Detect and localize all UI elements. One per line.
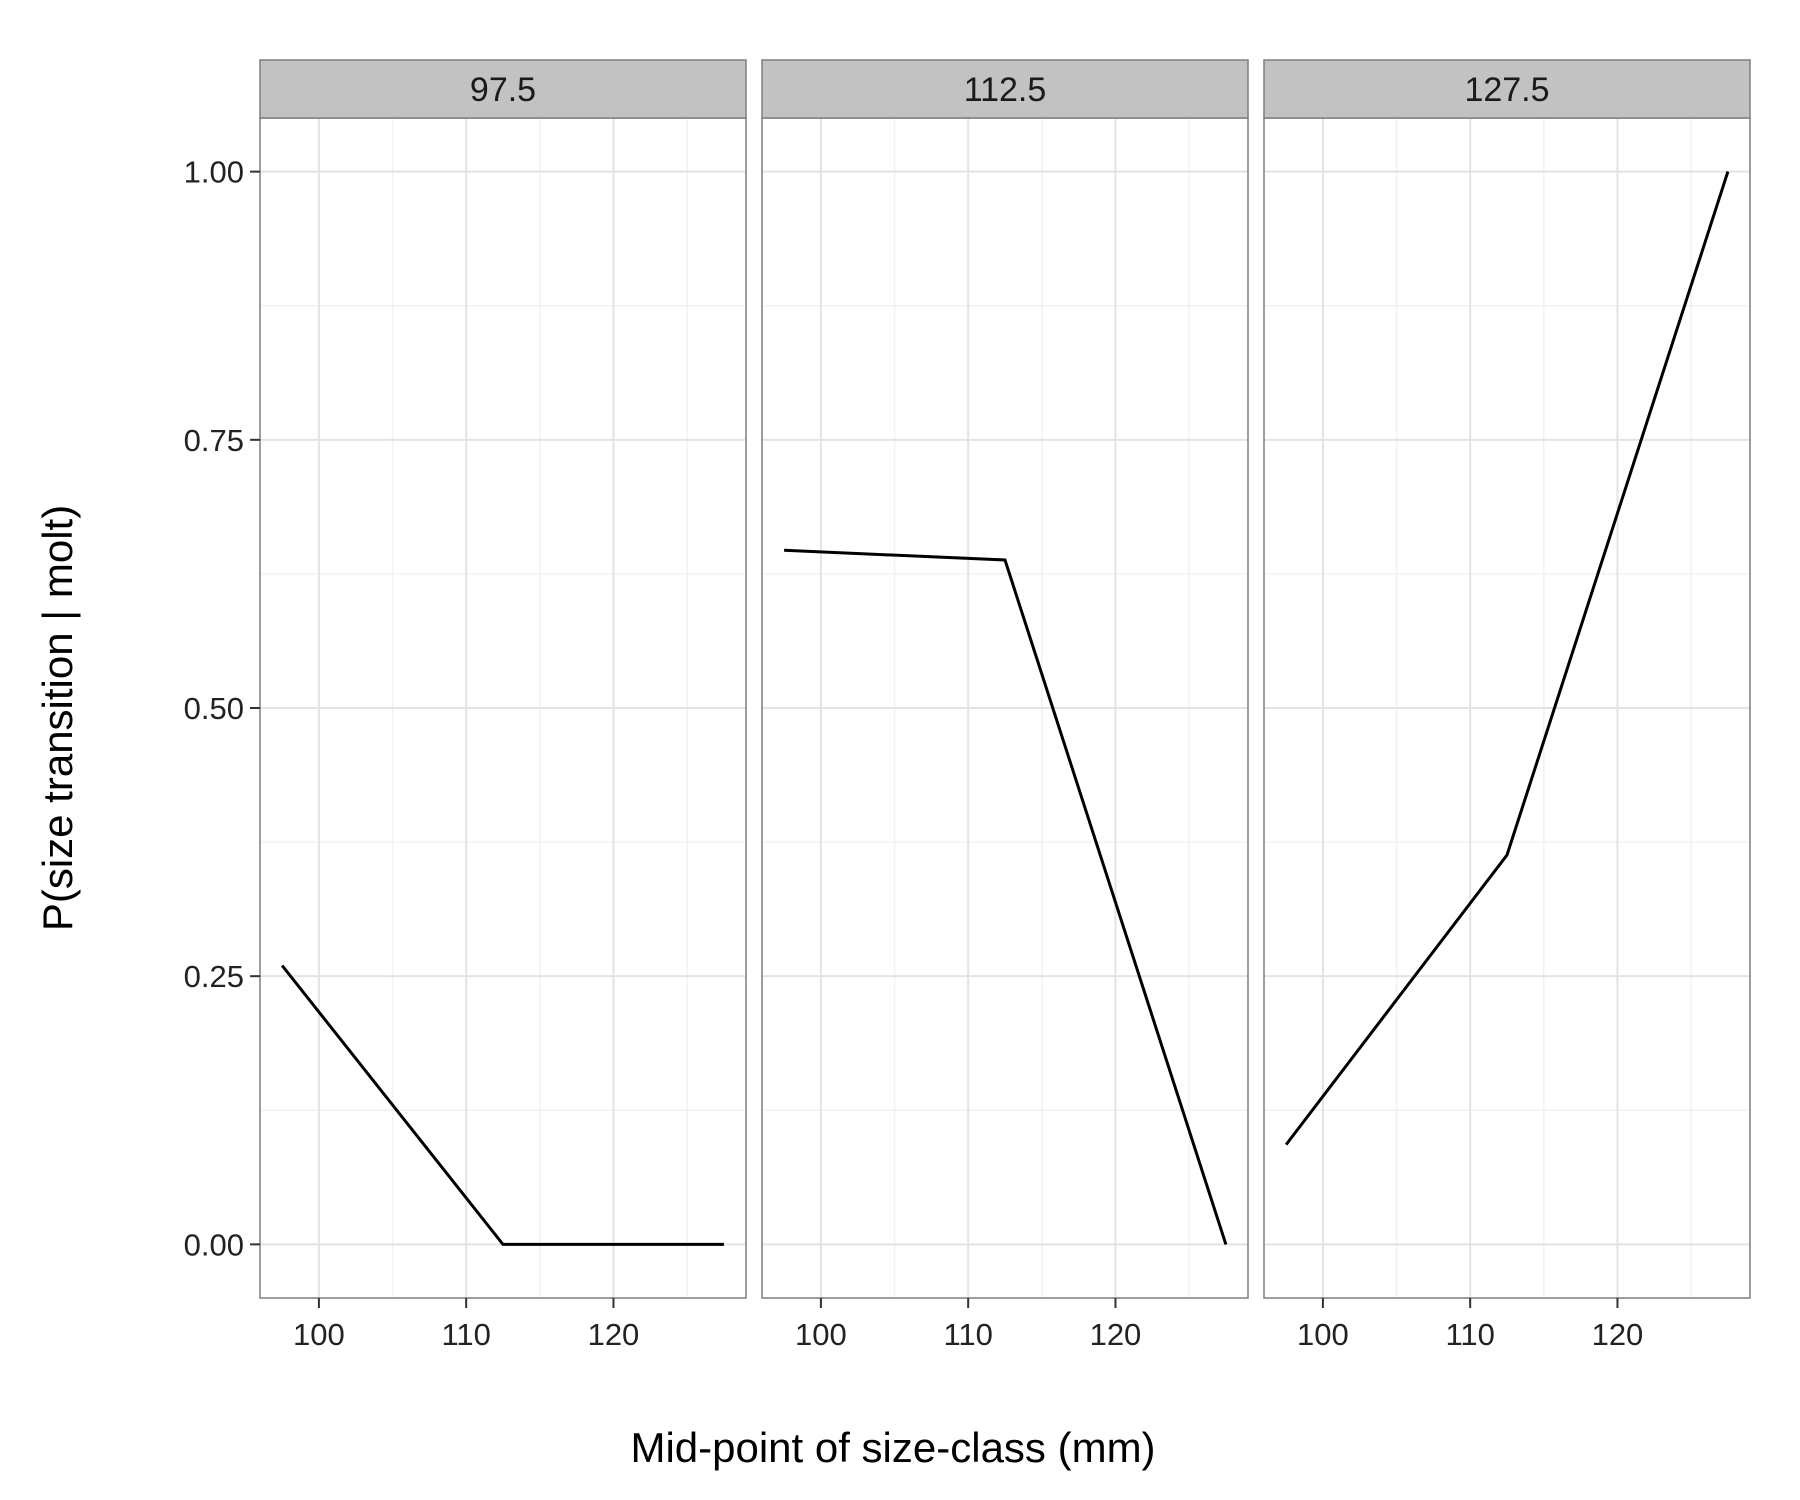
y-axis-title: P(size transition | molt)	[34, 505, 81, 931]
y-tick-label: 0.75	[184, 423, 244, 458]
x-tick-label: 110	[441, 1317, 490, 1352]
x-axis-title: Mid-point of size-class (mm)	[630, 1424, 1155, 1471]
x-tick-label: 100	[795, 1317, 847, 1352]
x-tick-label: 100	[1297, 1317, 1349, 1352]
facet-strip-label: 97.5	[470, 71, 536, 109]
y-tick-label: 0.00	[184, 1227, 244, 1262]
facet-strip	[259, 59, 747, 119]
facet-strip-label: 127.5	[1464, 71, 1549, 109]
y-tick-label: 1.00	[184, 155, 244, 190]
y-axis: 0.00 0.25 0.50 0.75 1.00	[184, 155, 260, 1262]
y-tick-label: 0.25	[184, 959, 244, 994]
x-tick-label: 110	[1445, 1317, 1494, 1352]
x-tick-label: 110	[943, 1317, 992, 1352]
series-line	[1284, 171, 1730, 1146]
panel-1: 97.5 100 110 120	[259, 59, 747, 1352]
panel-2: 112.5 100 110 120	[761, 59, 1249, 1352]
facet-strip	[761, 59, 1249, 119]
x-tick-label: 120	[588, 1317, 640, 1352]
panel-3: 127.5 100 110 120	[1263, 59, 1751, 1352]
y-tick-label: 0.50	[184, 691, 244, 726]
x-tick-label: 120	[1592, 1317, 1644, 1352]
x-tick-label: 100	[293, 1317, 345, 1352]
series-line	[784, 548, 1228, 1245]
series-line	[280, 964, 724, 1246]
facet-strip-label: 112.5	[964, 71, 1047, 109]
x-tick-label: 120	[1090, 1317, 1142, 1352]
facet-strip	[1263, 59, 1751, 119]
